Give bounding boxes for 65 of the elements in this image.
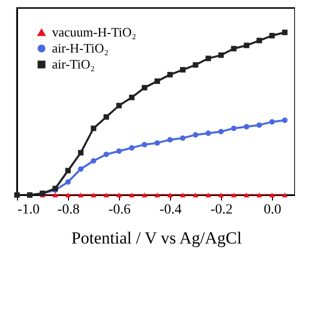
point xyxy=(218,52,224,58)
point xyxy=(129,192,135,198)
point xyxy=(104,114,110,120)
point xyxy=(244,192,250,198)
point xyxy=(269,32,275,38)
x-tick-label: 0.0 xyxy=(264,202,282,218)
point xyxy=(65,179,71,185)
point xyxy=(167,136,173,142)
point xyxy=(218,128,224,134)
point xyxy=(269,192,275,198)
point xyxy=(180,135,186,141)
point xyxy=(282,192,288,198)
point xyxy=(104,152,110,158)
point xyxy=(231,192,237,198)
point xyxy=(65,192,71,198)
point xyxy=(167,72,173,78)
point xyxy=(231,46,237,52)
x-tick-label: -0.4 xyxy=(159,202,182,218)
point xyxy=(116,148,122,154)
point xyxy=(269,119,275,125)
point xyxy=(256,192,262,198)
point xyxy=(65,168,71,174)
x-axis-title: Potential / V vs Ag/AgCl xyxy=(71,228,242,248)
point xyxy=(78,150,84,156)
point xyxy=(192,192,198,198)
point xyxy=(282,117,288,123)
point xyxy=(78,192,84,198)
point xyxy=(244,42,250,48)
point xyxy=(256,122,262,128)
point xyxy=(167,192,173,198)
point xyxy=(244,124,250,130)
x-tick-label: -0.8 xyxy=(57,202,80,218)
point xyxy=(90,192,96,198)
point xyxy=(231,126,237,132)
point xyxy=(206,56,212,62)
point xyxy=(256,38,262,44)
point xyxy=(154,192,160,198)
point xyxy=(154,78,160,84)
point xyxy=(142,142,148,148)
point xyxy=(282,30,288,36)
point xyxy=(206,130,212,136)
point xyxy=(104,192,110,198)
point xyxy=(142,192,148,198)
point xyxy=(142,84,148,90)
legend-label: air-TiO₂ xyxy=(52,56,95,72)
point xyxy=(180,67,186,73)
point xyxy=(116,102,122,108)
point xyxy=(180,192,186,198)
legend-label: air-H-TiO₂ xyxy=(52,40,109,56)
point xyxy=(154,140,160,146)
point xyxy=(129,94,135,100)
x-tick-label: -0.2 xyxy=(210,202,233,218)
point xyxy=(90,158,96,164)
x-tick-label: -1.0 xyxy=(18,202,40,218)
point xyxy=(206,192,212,198)
point xyxy=(52,192,58,198)
point xyxy=(129,145,135,151)
point xyxy=(218,192,224,198)
legend-label: vacuum-H-TiO₂ xyxy=(52,24,136,40)
point xyxy=(116,192,122,198)
point xyxy=(192,132,198,138)
point xyxy=(192,62,198,68)
point xyxy=(78,166,84,172)
x-tick-label: -0.6 xyxy=(108,202,131,218)
point xyxy=(90,126,96,132)
